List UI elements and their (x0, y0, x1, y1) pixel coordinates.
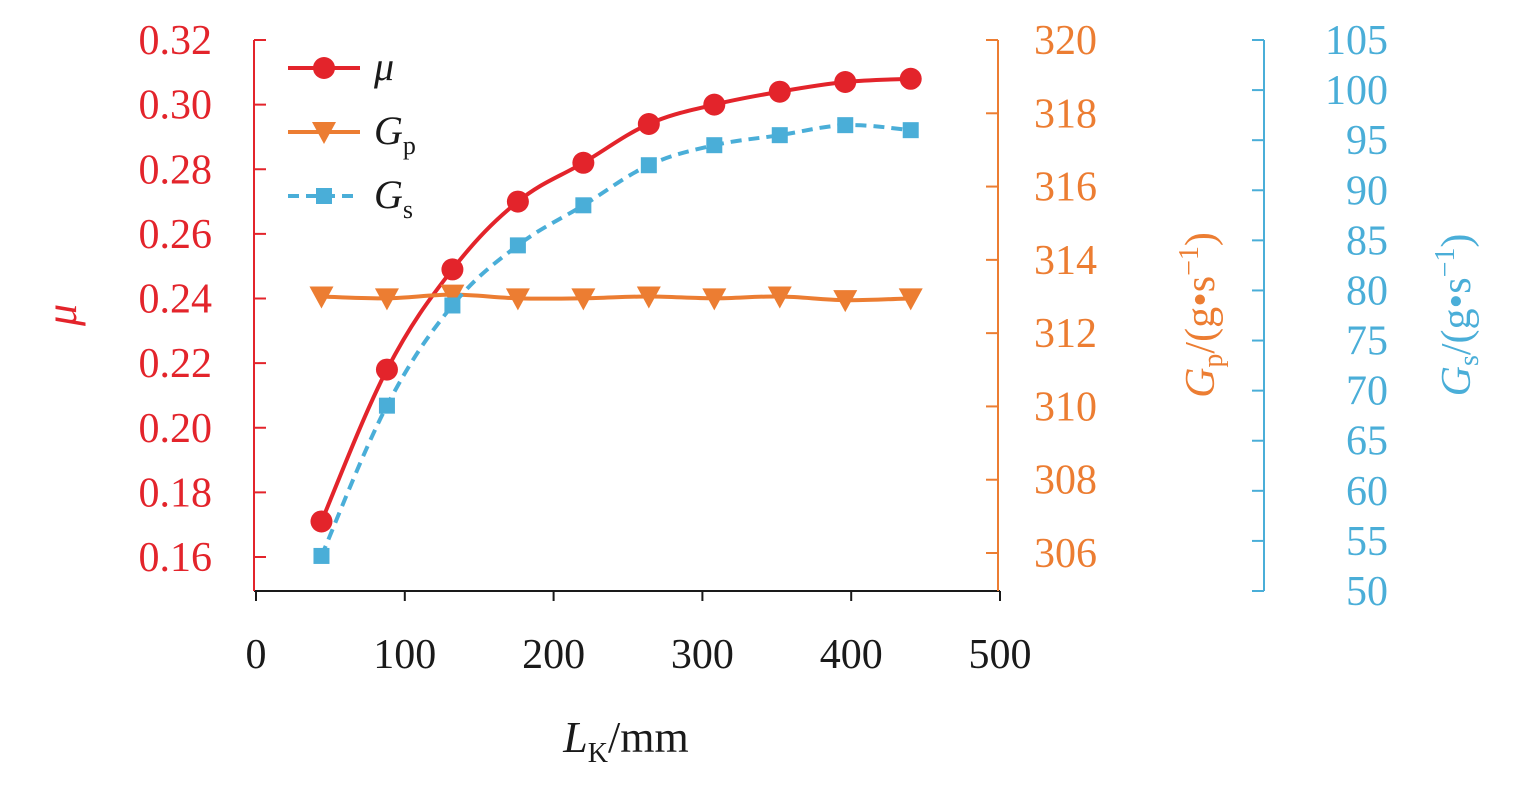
y-gs-tick-label: 85 (1346, 218, 1388, 264)
legend-item-gp: Gp (288, 108, 416, 160)
data-point-gs (771, 127, 788, 144)
data-point-gs (444, 297, 461, 314)
y-gs-tick-label: 75 (1346, 319, 1388, 365)
data-point-mu (637, 113, 660, 136)
y-gp-tick-label: 314 (1034, 238, 1097, 284)
y-gp-tick-label: 318 (1034, 91, 1097, 137)
data-point-gp (571, 288, 596, 311)
data-point-mu (768, 80, 791, 103)
y-gs-tick-label: 95 (1346, 118, 1388, 164)
data-point-gp (898, 288, 923, 311)
data-point-gp (636, 286, 661, 309)
data-point-mu (375, 358, 398, 381)
data-point-gs (902, 122, 919, 139)
y-gp-tick-label: 320 (1034, 18, 1097, 64)
data-point-gp (833, 290, 858, 313)
y-gs-tick-label: 105 (1325, 18, 1388, 64)
series-line-gp (321, 292, 911, 303)
y-left-tick-label: 0.22 (139, 341, 213, 387)
data-point-gp (309, 286, 334, 309)
data-point-gs (837, 117, 854, 134)
y-gs-tick-label: 100 (1325, 68, 1388, 114)
x-tick-label: 200 (522, 632, 585, 678)
axes: 0 100 200 300 400 500 0.16 0.18 0.20 0.22 0.24 0.26… (139, 18, 1389, 678)
series-line-gs (319, 123, 911, 557)
y-left-tick-label: 0.28 (139, 147, 213, 193)
data-point-gs (313, 547, 330, 564)
y-gp-tick-label: 316 (1034, 165, 1097, 211)
legend-label-mu: μ (373, 44, 394, 89)
data-point-mu (834, 71, 857, 94)
y-left-tick-label: 0.18 (139, 470, 213, 516)
y-axis-label-mu: μ (37, 304, 86, 327)
data-point-gs (640, 157, 657, 174)
x-axis-label: LK/mm (562, 713, 688, 769)
data-point-gs (575, 197, 592, 214)
data-point-gp (440, 284, 465, 307)
data-point-mu (572, 151, 595, 174)
y-left-tick-label: 0.20 (139, 406, 213, 452)
y-gs-tick-label: 70 (1346, 369, 1388, 415)
y-left-tick-label: 0.32 (139, 18, 213, 64)
x-tick-label: 500 (969, 632, 1032, 678)
y-gs-tick-label: 60 (1346, 469, 1388, 515)
series-layer (309, 67, 923, 564)
y-left-tick-label: 0.24 (139, 277, 213, 323)
legend-item-gs: Gs (288, 172, 413, 224)
legend: μ Gp Gs (288, 44, 416, 224)
data-point-mu (703, 93, 726, 116)
data-point-gp (702, 288, 727, 311)
y-gs-tick-label: 80 (1346, 268, 1388, 314)
y-gp-tick-label: 312 (1034, 311, 1097, 357)
data-point-gs (706, 137, 723, 154)
axis-labels: μ Gp/(g•s−1) Gs/(g•s−1) LK/mm (37, 232, 1485, 769)
y-axis-label-gs: Gs/(g•s−1) (1430, 234, 1485, 397)
y-gs-tick-label: 90 (1346, 168, 1388, 214)
x-tick-label: 400 (820, 632, 883, 678)
data-point-mu (899, 67, 922, 90)
y-gp-tick-label: 306 (1034, 531, 1097, 577)
x-tick-label: 0 (246, 632, 267, 678)
data-point-mu (441, 258, 464, 281)
legend-label-gs: Gs (374, 172, 413, 224)
data-point-gs (378, 397, 395, 414)
y-gp-tick-label: 308 (1034, 458, 1097, 504)
x-tick-label: 300 (671, 632, 734, 678)
y-gp-tick-label: 310 (1034, 384, 1097, 430)
legend-item-mu: μ (288, 44, 394, 89)
data-point-gp (767, 286, 792, 309)
legend-label-gp: Gp (374, 108, 416, 160)
y-axis-label-gp: Gp/(g•s−1) (1174, 232, 1229, 398)
y-gs-tick-label: 55 (1346, 519, 1388, 565)
y-gs-tick-label: 65 (1346, 419, 1388, 465)
data-point-mu (506, 190, 529, 213)
data-point-gp (505, 288, 530, 311)
x-tick-label: 100 (373, 632, 436, 678)
data-point-mu (310, 510, 333, 533)
y-gs-tick-label: 50 (1346, 569, 1388, 615)
y-left-tick-label: 0.30 (139, 83, 213, 129)
data-point-gp (374, 288, 399, 311)
data-point-gs (509, 237, 526, 254)
y-left-tick-label: 0.16 (139, 535, 213, 581)
y-left-tick-label: 0.26 (139, 212, 213, 258)
